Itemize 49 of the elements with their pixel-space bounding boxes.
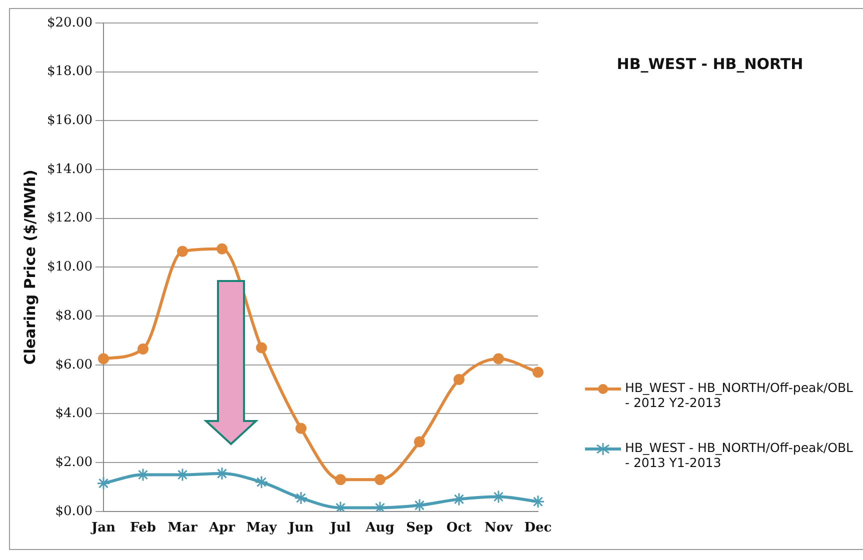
point (176, 246, 188, 257)
point (334, 474, 346, 486)
x-tick-label: Aug (364, 520, 394, 536)
x-tick-label: Jun (287, 520, 314, 536)
point (256, 342, 267, 354)
y-tick-label: $6.00 (55, 357, 92, 372)
x-tick-label: Feb (130, 520, 156, 536)
point (295, 422, 306, 434)
point (412, 498, 426, 512)
point (176, 468, 190, 482)
point (294, 491, 308, 505)
text: HB_WEST - HB_NORTH (616, 55, 804, 73)
x-tick-label: Nov (484, 520, 513, 536)
point (531, 494, 545, 508)
legend-label: HB_WEST - HB_NORTH/Off-peak/OBL - 2013 Y1-2013 (625, 440, 854, 470)
y-tick-label: $16.00 (46, 113, 92, 128)
point (215, 466, 229, 480)
y-axis-title: Clearing Price ($/MWh) (20, 170, 39, 365)
x-tick-label: Apr (208, 520, 236, 536)
x-tick-label: Oct (446, 520, 472, 536)
y-tick-label: $4.00 (55, 406, 92, 422)
y-tick-label: $10.00 (46, 260, 92, 275)
y-tick-label: $2.00 (55, 454, 92, 470)
point (137, 344, 148, 355)
point (98, 353, 109, 364)
y-tick-label: $8.00 (55, 308, 92, 324)
x-tick-label: Sep (406, 520, 433, 536)
point (492, 490, 506, 504)
point (493, 353, 504, 364)
point (454, 374, 464, 386)
x-tick-label: Jul (329, 520, 351, 536)
y-tick-label: $18.00 (46, 64, 92, 80)
y-tick-label: $12.00 (46, 210, 92, 226)
x-tick-label: Dec (524, 520, 552, 536)
x-tick-label: Jan (90, 520, 116, 536)
y-tick-label: $20.00 (46, 15, 92, 30)
y-tick-label: $0.00 (55, 504, 92, 519)
y-tick-label: $14.00 (46, 162, 92, 177)
legend-label: HB_WEST - HB_NORTH/Off-peak/OBL - 2012 Y2-2013 (625, 380, 854, 410)
point (452, 492, 466, 506)
point (374, 474, 386, 486)
point (254, 475, 268, 489)
point (532, 366, 544, 378)
point (96, 476, 110, 490)
point (216, 243, 228, 254)
x-tick-label: Mar (168, 520, 198, 536)
x-tick-label: May (246, 520, 278, 536)
point (136, 468, 150, 482)
point (414, 436, 425, 448)
